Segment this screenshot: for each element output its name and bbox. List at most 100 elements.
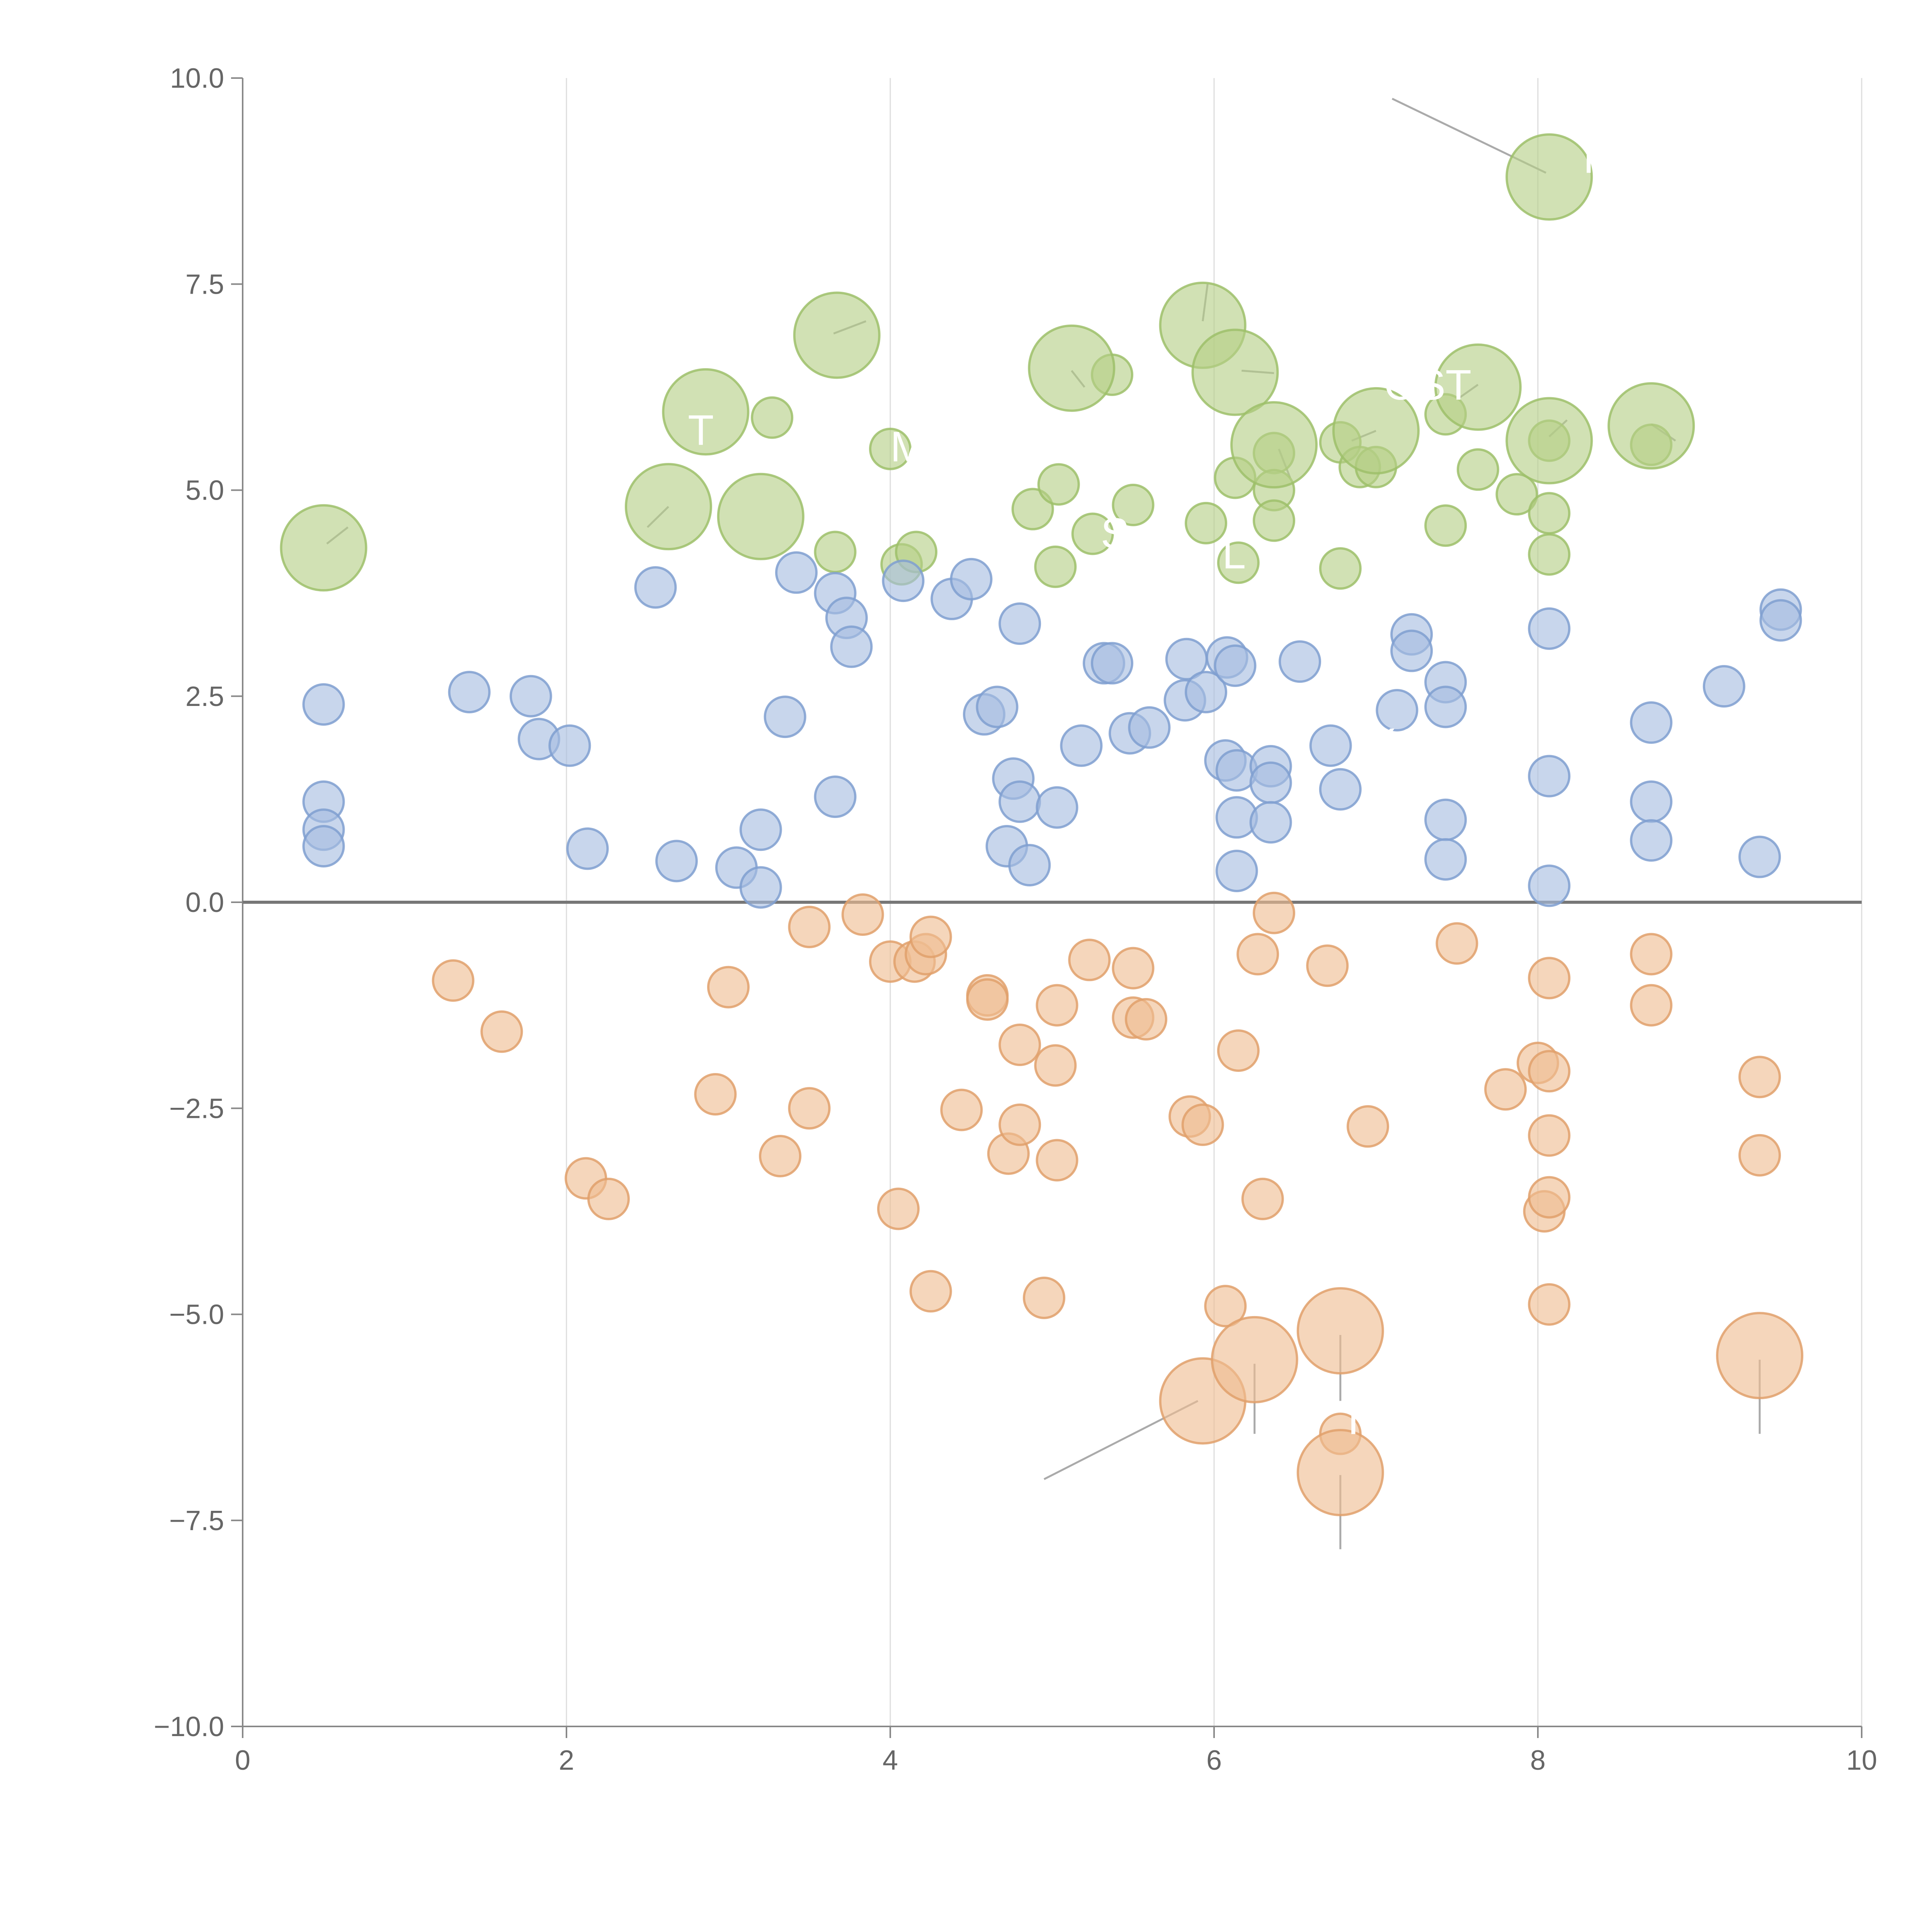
- orange-bubble: [1217, 1029, 1260, 1072]
- bubble-label: T: [688, 406, 714, 454]
- orange-bubble: [1738, 1134, 1781, 1177]
- orange-bubble: [1181, 1103, 1224, 1146]
- blue-bubble: [1528, 864, 1571, 907]
- orange-bubble: [1204, 1285, 1247, 1328]
- blue-bubble: [830, 625, 873, 668]
- blue-bubble: [1424, 798, 1467, 841]
- x-tick-label: 2: [559, 1745, 574, 1776]
- orange-bubble: [1241, 1177, 1284, 1220]
- green-bubble: [1191, 328, 1279, 416]
- orange-bubble: [1528, 1114, 1571, 1157]
- orange-bubble: [1528, 1176, 1571, 1219]
- green-bubble: [869, 427, 912, 470]
- green-bubble: [1505, 397, 1593, 485]
- orange-bubble: [1738, 1056, 1781, 1099]
- orange-bubble: [1296, 1429, 1384, 1517]
- blue-bubble: [566, 827, 609, 870]
- orange-bubble: [1036, 1139, 1078, 1182]
- blue-bubble: [1390, 629, 1433, 672]
- green-bubble: [1028, 324, 1116, 412]
- green-bubble: [1230, 401, 1318, 489]
- orange-bubble: [1306, 944, 1349, 987]
- orange-bubble: [707, 966, 750, 1009]
- blue-bubble: [976, 685, 1019, 728]
- blue-bubble: [509, 675, 552, 718]
- orange-bubble: [480, 1010, 523, 1053]
- orange-bubble: [998, 1024, 1041, 1066]
- green-bubble: [1253, 499, 1296, 542]
- orange-bubble: [1036, 984, 1078, 1027]
- y-tick-label: 10.0: [170, 63, 224, 94]
- blue-bubble: [950, 558, 993, 600]
- orange-bubble: [998, 1103, 1041, 1146]
- blue-bubble: [1738, 835, 1781, 878]
- green-bubble: [1332, 387, 1420, 474]
- orange-bubble: [1528, 957, 1571, 1000]
- y-tick-label: −10.0: [154, 1711, 224, 1742]
- x-tick-label: 6: [1206, 1745, 1222, 1776]
- bubble-label: L: [1222, 530, 1246, 578]
- bubble-label: M: [890, 423, 926, 471]
- orange-bubble: [1347, 1105, 1389, 1148]
- blue-bubble: [764, 696, 806, 738]
- blue-bubble: [1215, 849, 1258, 892]
- blue-bubble: [1060, 724, 1103, 767]
- orange-bubble: [788, 1087, 831, 1130]
- green-bubble: [1011, 488, 1054, 531]
- y-tick-label: 2.5: [185, 681, 224, 712]
- blue-bubble: [814, 775, 857, 818]
- green-bubble: [1037, 463, 1080, 506]
- orange-bubble: [966, 978, 1009, 1021]
- blue-bubble: [1528, 755, 1571, 798]
- green-bubble: [1319, 547, 1362, 590]
- blue-bubble: [1424, 838, 1467, 881]
- blue-bubble: [1759, 599, 1802, 642]
- green-bubble: [1495, 473, 1538, 516]
- blue-bubble: [1424, 685, 1467, 728]
- orange-bubble: [909, 915, 952, 958]
- orange-bubble: [1528, 1283, 1571, 1326]
- green-bubble: [1034, 545, 1077, 588]
- green-bubble: [1456, 448, 1499, 491]
- orange-bubble: [1528, 1050, 1571, 1093]
- green-bubble: [1424, 504, 1467, 547]
- blue-bubble: [882, 560, 925, 602]
- green-bubble: [793, 291, 881, 379]
- green-bubble: [751, 396, 794, 439]
- orange-bubble: [940, 1088, 983, 1131]
- blue-bubble: [1309, 724, 1352, 767]
- blue-bubble: [1128, 706, 1171, 749]
- blue-bubble: [1319, 768, 1362, 811]
- blue-bubble: [548, 724, 591, 767]
- blue-bubble: [1036, 786, 1078, 829]
- blue-bubble: [1091, 642, 1134, 685]
- orange-bubble: [909, 1270, 952, 1313]
- orange-bubble: [1125, 998, 1168, 1041]
- blue-bubble: [739, 808, 782, 851]
- green-bubble: [1185, 502, 1228, 544]
- blue-bubble: [1279, 640, 1321, 683]
- blue-bubble: [634, 566, 677, 609]
- orange-bubble: [1296, 1287, 1384, 1375]
- orange-bubble: [1716, 1312, 1804, 1400]
- blue-bubble: [655, 840, 698, 883]
- overlay-labels: F T M OST S L XO T: [688, 134, 1609, 1443]
- green-bubble: [1217, 541, 1260, 584]
- orange-bubble: [1435, 922, 1478, 965]
- green-bubble: [662, 368, 750, 456]
- green-bubble: [1607, 382, 1695, 470]
- bubble-label: T: [1340, 1396, 1366, 1443]
- bubble-label: F: [1583, 134, 1609, 182]
- blue-bubble: [1630, 819, 1673, 862]
- green-bubble: [1528, 533, 1571, 576]
- x-tick-label: 10: [1846, 1745, 1877, 1776]
- green-bubble: [624, 463, 712, 551]
- blue-bubble: [775, 551, 818, 594]
- orange-bubble: [1630, 984, 1673, 1027]
- blue-bubble: [1702, 665, 1745, 708]
- orange-bubble: [1236, 933, 1279, 976]
- y-tick-label: −2.5: [169, 1093, 224, 1124]
- orange-bubble: [432, 959, 474, 1002]
